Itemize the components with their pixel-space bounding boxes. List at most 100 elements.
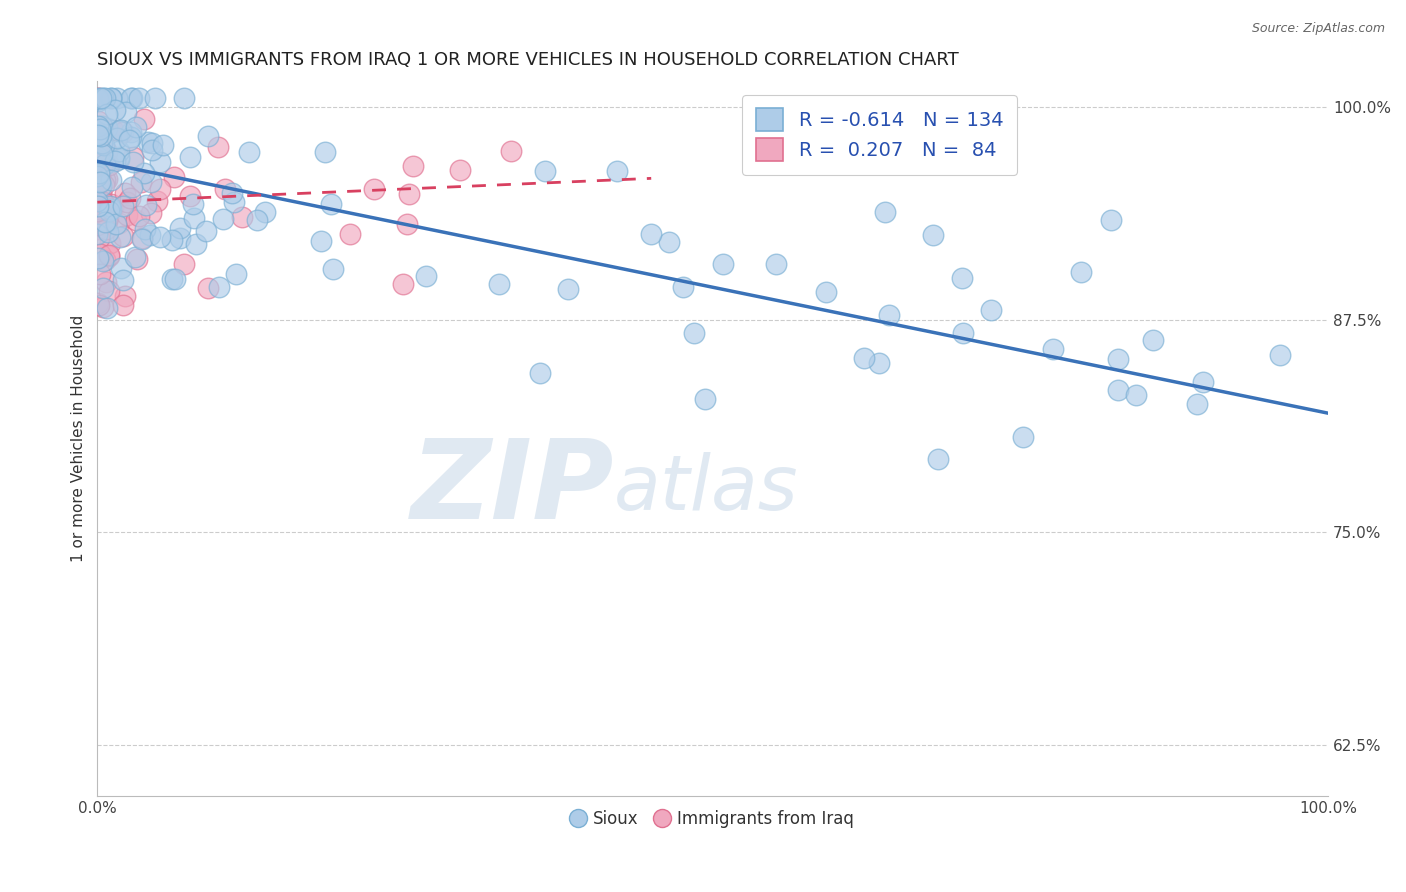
Point	[391, 277, 413, 292]
Point	[529, 366, 551, 380]
Point	[118, 133, 141, 147]
Point	[86, 218, 108, 232]
Point	[131, 231, 153, 245]
Point	[107, 144, 129, 158]
Point	[93, 215, 115, 229]
Point	[128, 209, 150, 223]
Point	[179, 189, 201, 203]
Point	[950, 270, 973, 285]
Point	[98, 284, 121, 298]
Point	[672, 279, 695, 293]
Point	[98, 248, 121, 262]
Point	[141, 136, 163, 151]
Point	[415, 268, 437, 283]
Point	[221, 186, 243, 200]
Point	[208, 279, 231, 293]
Point	[120, 125, 142, 139]
Point	[105, 130, 128, 145]
Point	[86, 91, 108, 105]
Point	[1099, 213, 1122, 227]
Point	[86, 146, 108, 161]
Point	[363, 182, 385, 196]
Point	[149, 154, 172, 169]
Point	[253, 205, 276, 219]
Point	[93, 172, 115, 186]
Point	[765, 257, 787, 271]
Point	[163, 272, 186, 286]
Point	[94, 91, 117, 105]
Point	[100, 173, 122, 187]
Point	[873, 205, 896, 219]
Point	[212, 212, 235, 227]
Point	[96, 145, 118, 159]
Point	[93, 281, 115, 295]
Point	[110, 230, 132, 244]
Point	[86, 92, 108, 106]
Point	[1042, 342, 1064, 356]
Point	[98, 204, 121, 219]
Point	[534, 164, 557, 178]
Point	[121, 154, 143, 169]
Point	[86, 194, 108, 208]
Point	[501, 145, 523, 159]
Point	[111, 273, 134, 287]
Point	[129, 175, 152, 189]
Point	[877, 309, 900, 323]
Point	[139, 228, 162, 243]
Point	[160, 272, 183, 286]
Point	[114, 289, 136, 303]
Point	[89, 168, 111, 182]
Point	[1125, 388, 1147, 402]
Point	[90, 178, 112, 193]
Point	[96, 120, 118, 135]
Point	[101, 200, 124, 214]
Point	[94, 253, 117, 268]
Point	[96, 203, 118, 218]
Point	[104, 153, 127, 168]
Point	[111, 198, 134, 212]
Point	[89, 122, 111, 136]
Point	[86, 126, 108, 140]
Point	[89, 247, 111, 261]
Point	[124, 120, 146, 134]
Point	[87, 222, 110, 236]
Point	[693, 392, 716, 406]
Point	[557, 282, 579, 296]
Text: atlas: atlas	[614, 451, 799, 525]
Point	[179, 150, 201, 164]
Point	[141, 143, 163, 157]
Point	[107, 216, 129, 230]
Point	[309, 234, 332, 248]
Point	[100, 197, 122, 211]
Point	[89, 155, 111, 169]
Point	[952, 326, 974, 341]
Point	[134, 222, 156, 236]
Point	[100, 202, 122, 217]
Point	[91, 254, 114, 268]
Point	[149, 230, 172, 244]
Point	[87, 120, 110, 134]
Point	[93, 138, 115, 153]
Point	[395, 217, 418, 231]
Point	[86, 167, 108, 181]
Point	[149, 182, 172, 196]
Point	[90, 186, 112, 201]
Point	[89, 167, 111, 181]
Point	[135, 197, 157, 211]
Point	[87, 298, 110, 312]
Point	[100, 91, 122, 105]
Point	[97, 157, 120, 171]
Point	[87, 176, 110, 190]
Point	[97, 249, 120, 263]
Point	[1268, 348, 1291, 362]
Point	[97, 225, 120, 239]
Point	[143, 91, 166, 105]
Point	[97, 210, 120, 224]
Point	[96, 107, 118, 121]
Point	[91, 194, 114, 209]
Point	[96, 214, 118, 228]
Point	[197, 281, 219, 295]
Point	[90, 121, 112, 136]
Point	[93, 155, 115, 169]
Point	[173, 257, 195, 271]
